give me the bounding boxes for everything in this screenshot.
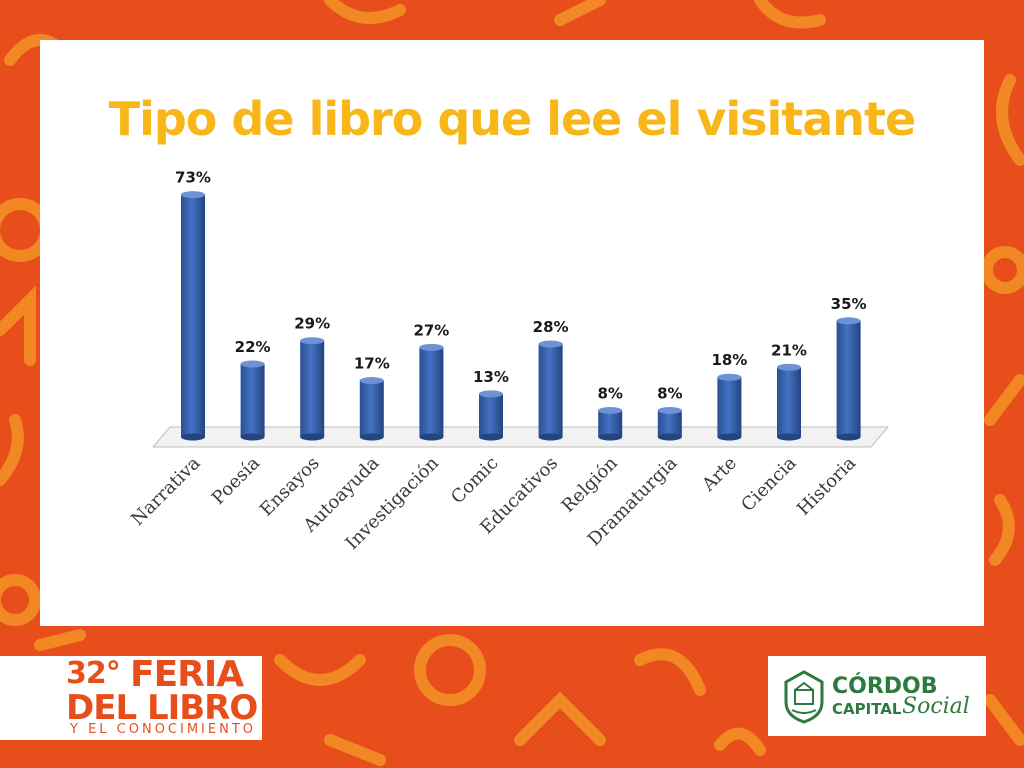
category-label: Arte <box>697 453 740 496</box>
feria-del-libro-logo: 32° FERIA DEL LIBRO Y EL CONOCIMIENTO <box>0 654 262 740</box>
feria-edition: 32° <box>66 656 121 691</box>
value-label: 28% <box>533 318 569 336</box>
value-label: 35% <box>831 295 867 313</box>
chart-floor <box>151 426 890 448</box>
chart-category-labels: Narrativa PoesíaEnsayosAutoayudaInvestiga… <box>127 452 860 554</box>
chart-floor-plane <box>151 426 890 448</box>
bar-poesía <box>240 360 265 441</box>
cordoba-capital: CAPITAL <box>832 700 902 718</box>
value-label: 73% <box>175 169 211 187</box>
feria-tagline: Y EL CONOCIMIENTO <box>70 722 257 737</box>
value-label: 17% <box>354 355 390 373</box>
bar-historia <box>836 317 861 441</box>
cordoba-name: CÓRDOB <box>832 674 938 699</box>
bar-dramaturgia <box>657 406 682 441</box>
feria-title: FERIA <box>130 654 244 695</box>
value-label: 29% <box>294 315 330 333</box>
bar-chart: 73% 22% 29% 17% 27% 13% 28% 8% 8% 18% 21% 35% Narra… <box>127 169 890 554</box>
shield-icon <box>784 670 824 724</box>
category-label: Poesía <box>208 453 264 509</box>
cordoba-social: Social <box>902 694 970 719</box>
value-label: 21% <box>771 341 807 359</box>
value-label: 13% <box>473 368 509 386</box>
category-label: Comic <box>447 453 503 509</box>
bar-ensayos <box>300 337 325 441</box>
value-label: 8% <box>657 384 682 402</box>
slide-title: Tipo de libro que lee el visitante <box>108 92 917 146</box>
bar-ciencia <box>777 363 801 441</box>
chart-value-labels: 73% 22% 29% 17% 27% 13% 28% 8% 8% 18% 21% 35% <box>175 169 867 403</box>
category-label: Historia <box>793 452 860 519</box>
category-label: Narrativa <box>127 452 204 529</box>
feria-subtitle: DEL LIBRO <box>66 688 258 728</box>
category-label: Ciencia <box>737 452 800 515</box>
bar-relgión <box>598 406 623 441</box>
cordoba-capital-social-logo: CÓRDOB CAPITAL Social <box>768 656 986 736</box>
chart-bars <box>181 191 861 441</box>
bar-autoayuda <box>359 377 384 441</box>
value-label: 27% <box>413 321 449 339</box>
value-label: 22% <box>235 338 271 356</box>
value-label: 18% <box>711 351 747 369</box>
bar-arte <box>717 373 742 441</box>
value-label: 8% <box>597 384 622 402</box>
bar-narrativa <box>181 191 205 441</box>
bar-investigación <box>419 343 444 441</box>
bar-comic <box>479 390 503 441</box>
bar-educativos <box>538 340 563 441</box>
